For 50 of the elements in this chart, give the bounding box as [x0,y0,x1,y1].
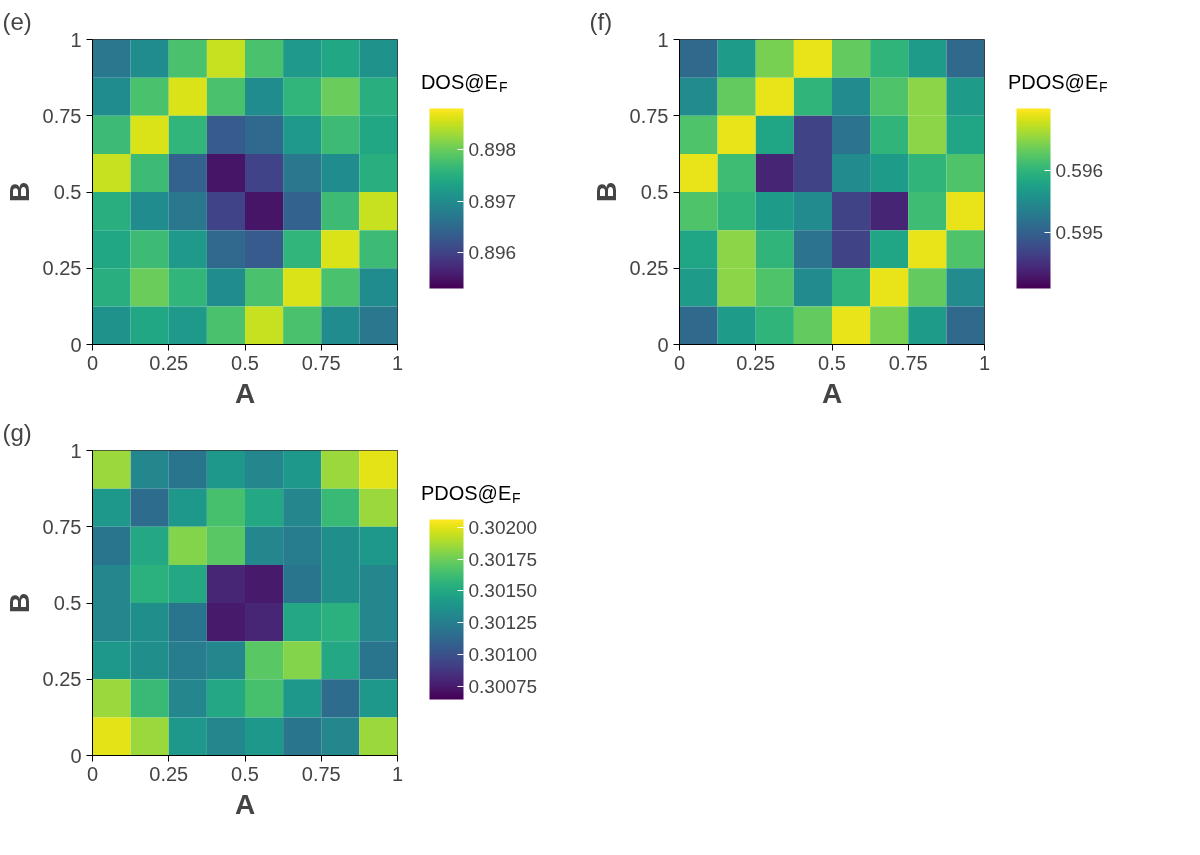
color-bar-label: 0.897 [468,190,517,212]
y-axis-title: B [590,181,622,203]
y-tick-label: 0.75 [42,515,82,538]
x-tick-label: 1 [391,351,404,374]
chart-title: (e) [2,7,32,35]
y-tick-label: 0.75 [42,104,82,127]
x-tick-label: 0.75 [301,351,341,374]
y-tick-label: 1 [70,28,82,51]
chart-title: (g) [2,418,32,446]
color-bar-label: 0.596 [1055,160,1104,182]
color-bar-label: 0.898 [468,139,517,161]
y-tick-label: 0.5 [53,592,82,614]
color-bar-label: 0.30100 [468,644,538,666]
color-bar-label: 0.30175 [468,548,538,570]
x-tick-label: 0.5 [231,762,259,785]
y-tick-label: 0.5 [53,181,82,203]
y-tick-label: 0.75 [629,104,669,127]
chart-title: (f) [589,7,613,35]
x-tick-label: 0.75 [301,762,341,785]
y-tick-label: 1 [70,439,82,462]
y-tick-label: 0 [70,333,82,356]
x-tick-label: 0.25 [149,351,189,374]
y-tick-label: 1 [657,28,669,51]
x-tick-label: 0.75 [888,351,928,374]
x-tick-label: 0 [673,351,686,374]
color-bar-label: 0.30125 [468,612,538,634]
x-tick-label: 0.5 [818,351,846,374]
color-bar-label: 0.30150 [468,580,538,602]
x-axis-title: A [821,377,843,409]
color-bar-label: 0.30200 [468,516,538,538]
x-tick-label: 1 [978,351,991,374]
x-tick-label: 0.5 [231,351,259,374]
y-tick-label: 0 [657,333,669,356]
y-axis-title: B [3,592,35,614]
x-tick-label: 0.25 [736,351,776,374]
y-tick-label: 0 [70,744,82,767]
color-bar-label: 0.896 [468,242,517,263]
y-tick-label: 0.25 [42,257,82,280]
color-bar-label: 0.595 [1055,222,1104,244]
y-tick-label: 0.5 [640,181,669,203]
y-axis-title: B [3,181,35,203]
color-bar-label: 0.30075 [468,676,538,698]
x-axis-title: A [234,788,256,820]
x-axis-title: A [234,377,256,409]
y-tick-label: 0.25 [629,257,669,280]
x-tick-label: 0.25 [149,762,189,785]
x-tick-label: 0 [86,762,99,785]
y-tick-label: 0.25 [42,668,82,691]
x-tick-label: 1 [391,762,404,785]
x-tick-label: 0 [86,351,99,374]
